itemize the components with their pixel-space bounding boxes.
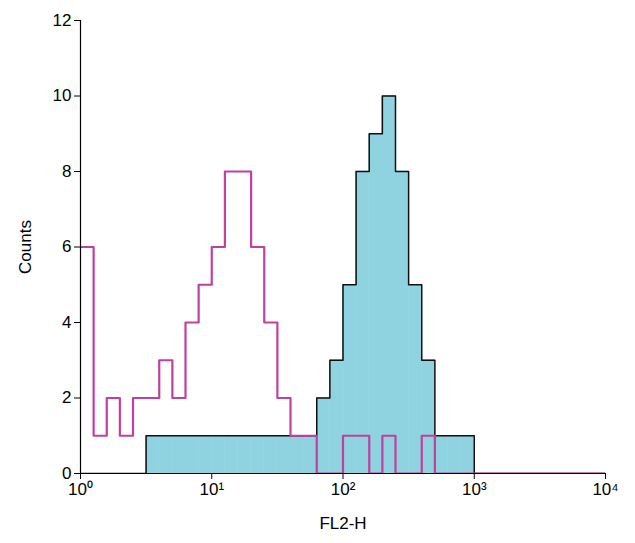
svg-text:0: 0 [62, 463, 72, 483]
svg-text:6: 6 [62, 237, 71, 256]
svg-text:2: 2 [62, 388, 71, 407]
svg-text:10⁰: 10⁰ [68, 480, 93, 499]
svg-text:12: 12 [53, 11, 72, 30]
svg-text:10³: 10³ [462, 480, 487, 499]
svg-text:10⁴: 10⁴ [592, 480, 618, 499]
svg-text:10¹: 10¹ [199, 480, 224, 499]
svg-text:10²: 10² [331, 480, 356, 499]
svg-text:8: 8 [62, 162, 71, 181]
svg-text:Counts: Counts [16, 220, 35, 274]
svg-text:4: 4 [62, 313, 71, 332]
svg-text:FL2-H: FL2-H [319, 514, 366, 533]
svg-text:10: 10 [53, 86, 72, 105]
